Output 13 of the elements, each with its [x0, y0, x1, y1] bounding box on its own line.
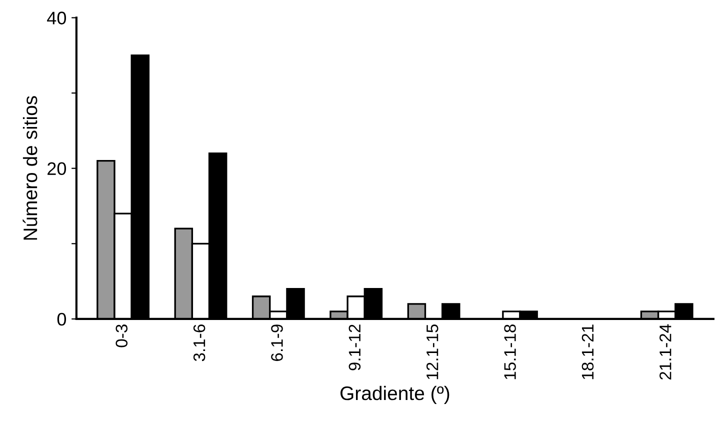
y-axis-title: Número de sitios — [22, 96, 38, 240]
x-tick-label: 18.1-21 — [582, 324, 594, 380]
x-tick-label: 0-3 — [116, 324, 128, 348]
x-tick-label: 12.1-15 — [426, 324, 438, 380]
x-axis-title: Gradiente (º) — [340, 386, 450, 404]
y-tick-label: 20 — [48, 162, 66, 176]
y-tick-label: 0 — [57, 312, 66, 326]
x-tick-label: 6.1-9 — [271, 324, 283, 361]
x-tick-label: 3.1-6 — [193, 324, 206, 362]
x-tick-label: 9.1-12 — [348, 324, 361, 370]
x-tick-label: 21.1-24 — [660, 324, 672, 380]
x-tick-label: 15.1-18 — [504, 324, 516, 380]
y-tick-label: 40 — [47, 12, 66, 24]
